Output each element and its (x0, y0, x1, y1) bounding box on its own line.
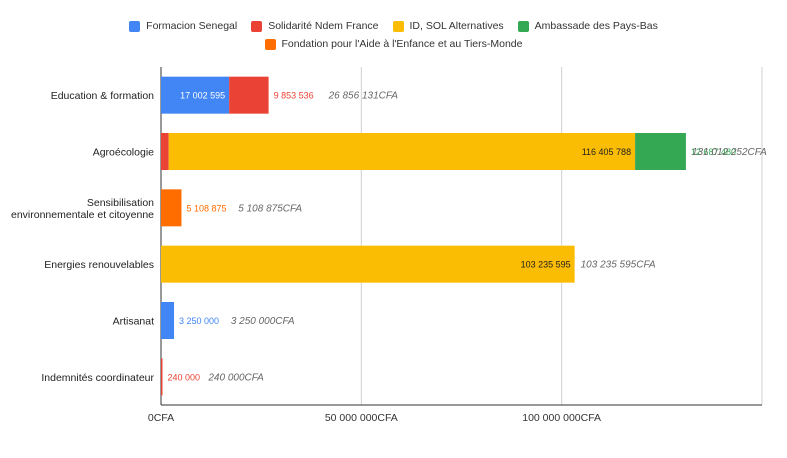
bar-segment (168, 133, 636, 170)
bar-segment (161, 245, 575, 283)
legend-item-formacion-senegal: Formacion Senegal (129, 20, 237, 32)
total-label: 103 235 595CFA (581, 260, 656, 271)
data-label: 3 250 000 (179, 316, 219, 326)
legend-item-id-sol: ID, SOL Alternatives (392, 20, 504, 32)
data-label: 240 000 (168, 372, 201, 382)
category-label: Education & formation (51, 90, 154, 102)
category-label: Artisanat (113, 316, 155, 328)
legend: Formacion Senegal Solidarité Ndem France… (0, 20, 787, 56)
legend-label: Fondation pour l'Aide à l'Enfance et au … (281, 38, 523, 50)
x-tick-label: 50 000 000CFA (325, 412, 398, 424)
bar-segment (635, 133, 686, 170)
category-label: Indemnités coordinateur (41, 372, 154, 384)
x-tick-label: 0CFA (148, 412, 174, 424)
total-label: 5 108 875CFA (238, 203, 302, 214)
legend-swatch (251, 20, 263, 32)
total-label: 3 250 000CFA (231, 316, 295, 327)
category-label: Energies renouvelables (44, 259, 154, 271)
total-label: 131 012 252CFA (692, 147, 767, 158)
legend-row-2: Fondation pour l'Aide à l'Enfance et au … (0, 38, 787, 50)
category-label-line: Indemnités coordinateur (41, 372, 154, 384)
category-label-line: environnementale et citoyenne (11, 209, 154, 221)
legend-label: Solidarité Ndem France (268, 20, 379, 32)
legend-row-1: Formacion Senegal Solidarité Ndem France… (0, 20, 787, 32)
legend-item-ambassade: Ambassade des Pays-Bas (517, 20, 658, 32)
total-label: 240 000CFA (207, 372, 264, 383)
legend-item-solidarite-ndem: Solidarité Ndem France (251, 20, 379, 32)
data-label: 12 687 480 (691, 147, 736, 157)
bar-segment (229, 76, 269, 114)
legend-swatch (129, 20, 141, 32)
x-tick-label: 100 000 000CFA (522, 412, 601, 424)
category-label-line: Sensibilisation (87, 197, 154, 209)
legend-swatch (392, 20, 404, 32)
category-label: Agroécologie (93, 147, 154, 159)
data-label: 5 108 875 (186, 203, 226, 213)
category-label-line: Agroécologie (93, 147, 154, 159)
data-label: 17 002 595 (180, 91, 225, 101)
bar-segment (161, 358, 163, 396)
category-label-line: Education & formation (51, 90, 154, 102)
category-label: Sensibilisation environnementale et citoy… (11, 197, 154, 221)
bar-segment (161, 189, 182, 227)
total-label: 26 856 131CFA (328, 91, 399, 102)
data-label: 9 853 536 (274, 91, 314, 101)
legend-label: ID, SOL Alternatives (409, 20, 504, 32)
legend-label: Ambassade des Pays-Bas (534, 20, 658, 32)
legend-item-fondation: Fondation pour l'Aide à l'Enfance et au … (264, 38, 523, 50)
category-label-line: Artisanat (113, 316, 155, 328)
data-label: 116 405 788 (582, 147, 631, 157)
legend-swatch (264, 38, 276, 50)
bar-segment (161, 133, 169, 170)
category-label-line: Energies renouvelables (44, 259, 154, 271)
bar-segment (161, 302, 175, 339)
legend-swatch (517, 20, 529, 32)
bar-segment (161, 76, 230, 114)
legend-label: Formacion Senegal (146, 20, 238, 32)
data-label: 103 235 595 (521, 260, 571, 270)
